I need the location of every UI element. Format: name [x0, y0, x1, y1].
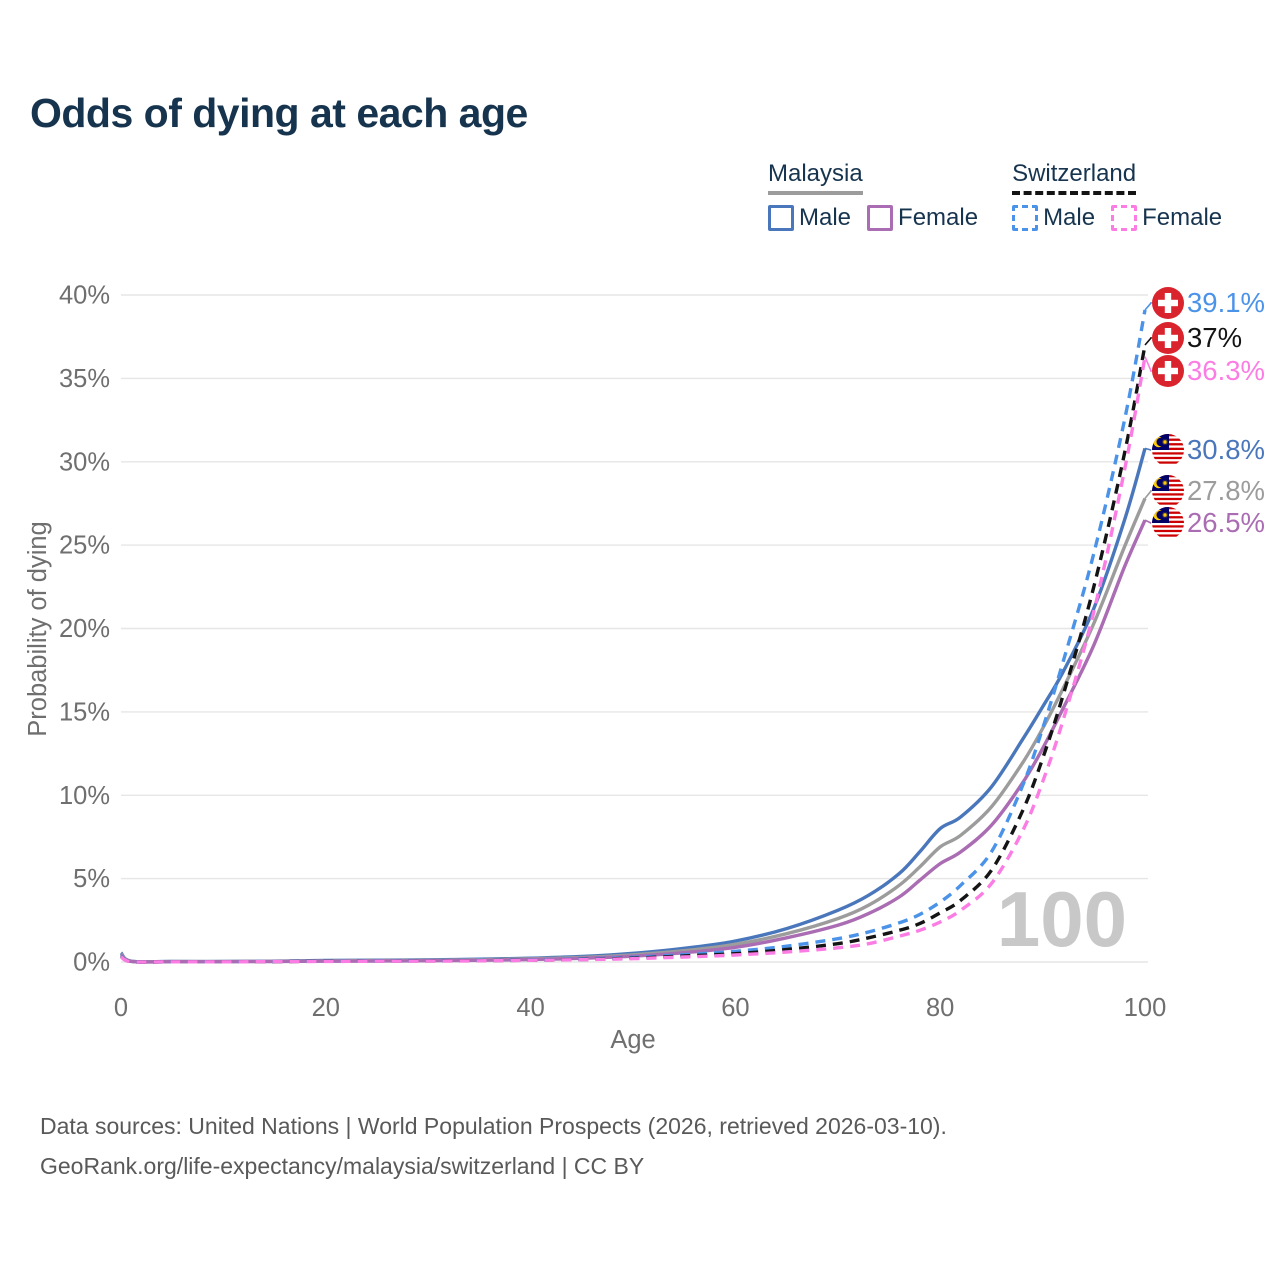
- end-value-label-malaysia-female: 26.5%: [1187, 507, 1265, 538]
- switzerland-flag-icon: [1152, 287, 1184, 319]
- end-value-label-malaysia-male: 30.8%: [1187, 434, 1265, 465]
- y-tick-label: 25%: [59, 532, 110, 560]
- switzerland-flag-icon: [1152, 322, 1184, 354]
- legend-group-switzerland: Switzerland Male Female: [1012, 160, 1222, 232]
- end-value-label-switzerland-male: 39.1%: [1187, 287, 1265, 318]
- label-connector-switzerland-both-sexes: [1144, 337, 1153, 346]
- x-axis-title: Age: [610, 1026, 655, 1054]
- y-tick-label: 30%: [59, 448, 110, 476]
- y-tick-label: 20%: [59, 615, 110, 643]
- malaysia-flag-icon: [1152, 507, 1184, 539]
- legend-label-switzerland-female: Female: [1142, 204, 1223, 231]
- y-axis-title: Probability of dying: [24, 521, 52, 736]
- x-tick-label: 80: [926, 994, 954, 1022]
- malaysia-flag-icon: [1152, 475, 1184, 507]
- series-line-malaysia-female: [119, 519, 1147, 964]
- malaysia-flag-icon: [1152, 434, 1184, 466]
- legend-swatch-switzerland-male[interactable]: [1012, 205, 1039, 231]
- end-value-label-switzerland-both-sexes: 37%: [1187, 322, 1242, 353]
- series-line-switzerland-male: [119, 309, 1147, 964]
- y-tick-label: 5%: [73, 865, 110, 893]
- age-watermark: 100: [997, 875, 1127, 963]
- legend-item-malaysia-female[interactable]: Female: [867, 204, 978, 232]
- legend-swatch-malaysia-male[interactable]: [768, 205, 794, 231]
- y-tick-label: 15%: [59, 698, 110, 726]
- series-line-switzerland-both-sexes: [119, 344, 1147, 964]
- x-tick-label: 60: [721, 994, 749, 1022]
- label-connector-switzerland-male: [1144, 302, 1153, 311]
- legend-swatch-switzerland-female[interactable]: [1111, 205, 1138, 231]
- page-title: Odds of dying at each age: [30, 90, 528, 136]
- legend-label-malaysia-female: Female: [898, 204, 979, 231]
- data-sources-footer: Data sources: United Nations | World Pop…: [40, 1106, 947, 1186]
- y-tick-label: 0%: [73, 949, 110, 977]
- switzerland-flag-icon: [1152, 355, 1184, 387]
- legend-country-switzerland: Switzerland: [1012, 160, 1137, 195]
- x-tick-label: 20: [312, 994, 340, 1022]
- legend-item-malaysia-male[interactable]: Male: [768, 204, 851, 232]
- x-tick-label: 100: [1124, 994, 1167, 1022]
- footer-line-1: Data sources: United Nations | World Pop…: [40, 1113, 947, 1139]
- x-tick-label: 0: [114, 994, 128, 1022]
- label-connector-malaysia-male: [1144, 447, 1152, 451]
- series-line-malaysia-both-sexes: [119, 497, 1147, 964]
- end-value-label-switzerland-female: 36.3%: [1187, 355, 1265, 386]
- y-tick-label: 35%: [59, 365, 110, 393]
- footer-line-2: GeoRank.org/life-expectancy/malaysia/swi…: [40, 1153, 645, 1179]
- legend-label-switzerland-male: Male: [1043, 204, 1096, 231]
- series-line-switzerland-female: [120, 356, 1147, 964]
- end-value-label-malaysia-both-sexes: 27.8%: [1187, 475, 1265, 506]
- y-tick-label: 10%: [59, 782, 110, 810]
- label-connector-switzerland-female: [1144, 356, 1153, 372]
- legend-country-malaysia: Malaysia: [768, 160, 863, 195]
- label-connector-malaysia-both-sexes: [1144, 490, 1153, 499]
- chart-canvas: 0% 5% 10% 15% 20% 25% 30% 35% 40% 0 20 40 60 80 100 Age…: [24, 282, 1265, 1055]
- legend-label-malaysia-male: Male: [799, 204, 852, 231]
- legend-item-switzerland-female[interactable]: Female: [1111, 204, 1222, 232]
- label-connector-malaysia-female: [1144, 519, 1152, 524]
- legend-group-malaysia: Malaysia Male Female: [768, 160, 978, 232]
- legend-item-switzerland-male[interactable]: Male: [1012, 204, 1095, 232]
- legend: Malaysia Male Female Switzerland Male Fe…: [768, 160, 1222, 232]
- x-tick-label: 40: [516, 994, 544, 1022]
- legend-swatch-malaysia-female[interactable]: [867, 205, 894, 231]
- y-tick-label: 40%: [59, 282, 110, 310]
